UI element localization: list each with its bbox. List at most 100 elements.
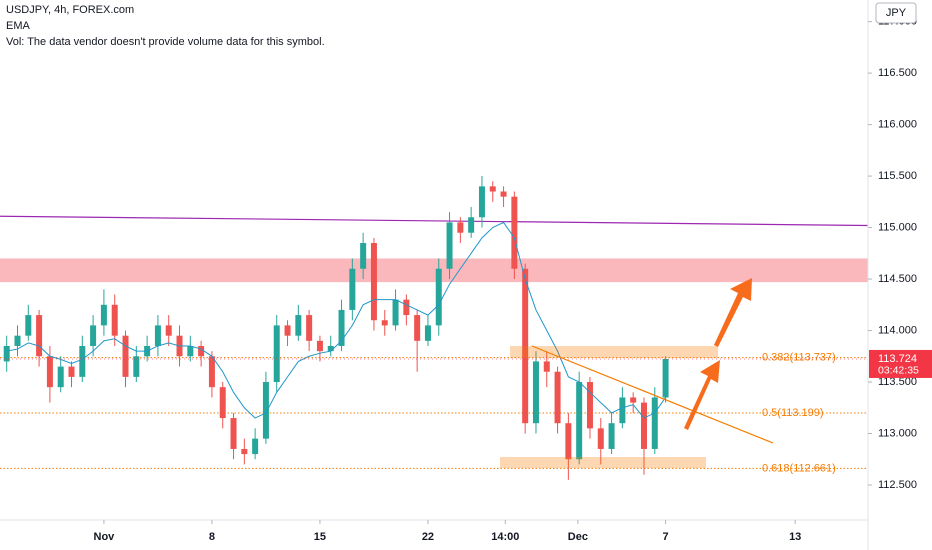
candle-body	[90, 325, 97, 346]
candle-body	[565, 423, 572, 460]
candle-body	[79, 345, 86, 377]
candle-body	[14, 335, 21, 346]
x-tick-label: Nov	[94, 531, 116, 543]
symbol-title: USDJPY, 4h, FOREX.com	[6, 4, 135, 16]
plot-area: 0.382(113.737) 0.5(113.199) 0.618(112.661)	[0, 176, 868, 480]
fib-box	[500, 457, 706, 468]
fib-label: 0.618(112.661)	[762, 462, 836, 474]
y-tick-label: 115.500	[878, 170, 917, 182]
candle-body	[522, 268, 529, 424]
candle-body	[586, 382, 593, 429]
last-price-label: 113.724	[878, 353, 917, 365]
candle-body	[68, 366, 75, 377]
resistance-line	[0, 215, 868, 227]
candle-body	[122, 335, 129, 377]
candle-body	[435, 268, 442, 326]
candle-body	[306, 315, 313, 341]
currency-label: JPY	[886, 7, 907, 19]
candle-body	[133, 356, 140, 377]
candle-body	[619, 397, 626, 424]
candle-body	[3, 345, 10, 362]
y-tick-label: 116.000	[878, 119, 917, 131]
candle-body	[576, 382, 583, 460]
candle-body	[187, 345, 194, 357]
candle-body	[100, 304, 107, 326]
ema-legend: EMA	[6, 20, 30, 32]
candle-body	[360, 243, 367, 269]
candle-body	[46, 356, 53, 388]
candle-body	[478, 186, 485, 218]
drawings	[500, 278, 774, 468]
candle-body	[403, 299, 410, 316]
candle-body	[284, 325, 291, 336]
candle-body	[111, 304, 118, 336]
x-tick-label: 13	[789, 531, 801, 543]
y-tick-label: 114.000	[878, 324, 917, 336]
ema-line	[6, 221, 666, 419]
x-tick-label: 8	[209, 531, 215, 543]
trend-line	[531, 345, 774, 444]
candle-body	[630, 397, 637, 403]
candle-body	[511, 196, 518, 269]
candle-body	[230, 418, 237, 449]
y-tick-label: 115.000	[878, 221, 917, 233]
x-tick-label: Dec	[568, 531, 588, 543]
candle-body	[543, 361, 550, 372]
candle-body	[57, 366, 64, 388]
candle-body	[608, 423, 615, 449]
y-tick-label: 113.500	[878, 376, 917, 388]
supply-zone	[0, 258, 868, 283]
x-tick-label: 14:00	[491, 531, 519, 543]
fib-label: 0.5(113.199)	[762, 407, 824, 419]
candle-body	[25, 315, 32, 336]
candle-body	[554, 371, 561, 424]
candle-body	[273, 325, 280, 383]
candle-body	[424, 325, 431, 341]
y-tick-label: 113.000	[878, 427, 917, 439]
candle-body	[392, 299, 399, 326]
x-tick-label: 15	[314, 531, 326, 543]
candle-body	[198, 345, 205, 357]
candle-body	[381, 320, 388, 326]
candle-body	[349, 268, 356, 310]
currency-box[interactable]	[875, 2, 917, 24]
candle-body	[500, 191, 507, 197]
y-tick-label: 112.500	[878, 479, 917, 491]
candle-body	[651, 397, 658, 449]
candle-body	[241, 448, 248, 455]
y-tick-label: 114.500	[878, 273, 917, 285]
x-tick-label: 7	[663, 531, 669, 543]
candle-body	[36, 315, 43, 357]
candle-body	[338, 309, 345, 346]
candle-body	[252, 438, 259, 455]
candle-body	[468, 217, 475, 233]
arrow	[684, 360, 720, 430]
candle-body	[640, 402, 647, 449]
candle-body	[446, 222, 453, 269]
candle-body	[327, 345, 334, 352]
candle-body	[370, 243, 377, 321]
fib-label: 0.382(113.737)	[762, 352, 836, 364]
last-price-tag	[869, 349, 932, 378]
candle-body	[154, 325, 161, 346]
volume-note: Vol: The data vendor doesn't provide vol…	[6, 36, 325, 48]
candle-body	[316, 340, 323, 352]
candle-body	[219, 387, 226, 419]
y-tick-label: 116.500	[878, 67, 917, 79]
candle-body	[532, 361, 539, 424]
candle-body	[662, 358, 669, 398]
candle-body	[208, 356, 215, 388]
candle-body	[489, 186, 496, 192]
countdown-label: 03:42:35	[878, 365, 919, 377]
candle-body	[165, 325, 172, 336]
candle-body	[414, 315, 421, 341]
arrow	[714, 278, 752, 347]
x-tick-label: 22	[422, 531, 434, 543]
candle-body	[262, 382, 269, 439]
candle-body	[457, 222, 464, 233]
fib-box	[510, 346, 718, 358]
candle-body	[295, 315, 302, 336]
candle-body	[597, 428, 604, 449]
